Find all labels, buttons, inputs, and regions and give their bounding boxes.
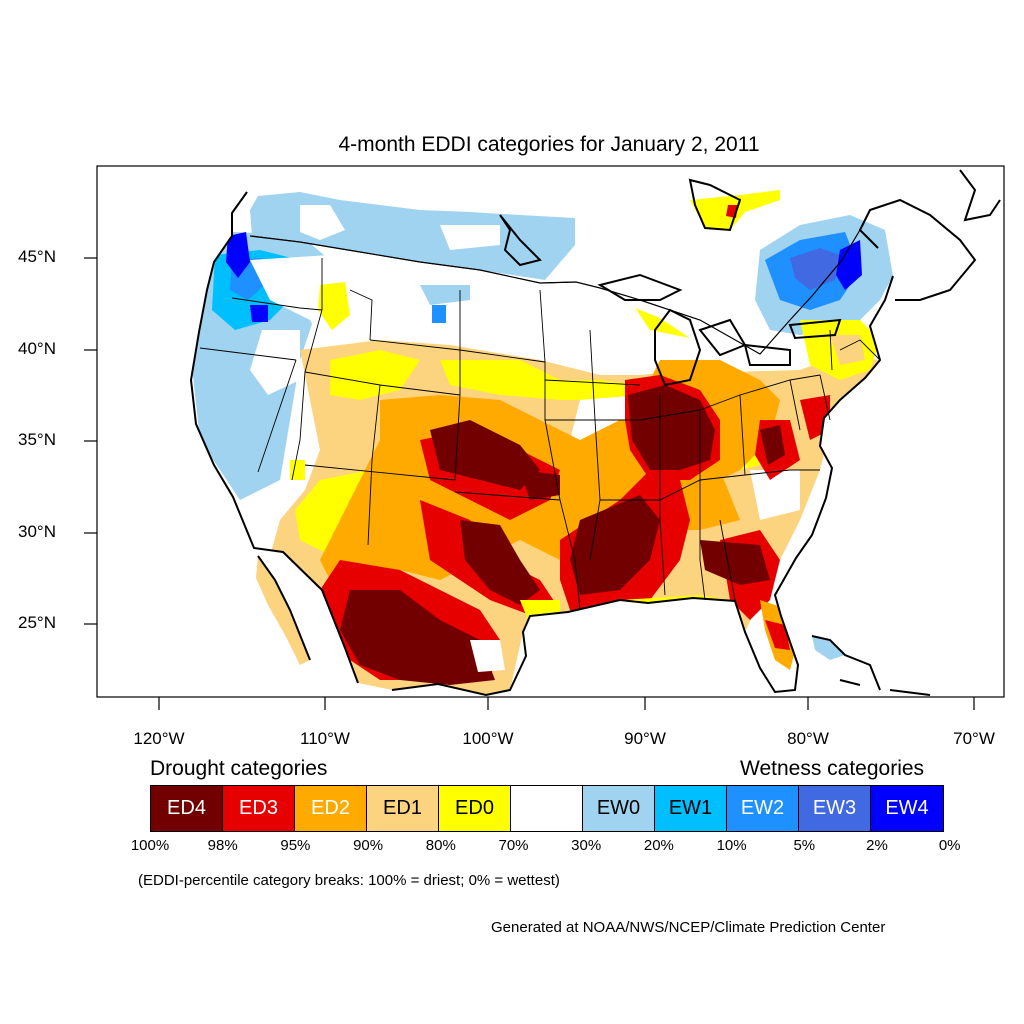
drought-categories-heading: Drought categories [150, 757, 328, 780]
legend-box-ed1: ED1 [367, 786, 439, 831]
baja-region [256, 556, 310, 665]
y-label-35n: 35°N [18, 430, 56, 449]
y-label-25n: 25°N [18, 613, 56, 632]
legend-box-ed4: ED4 [151, 786, 223, 831]
percent-break-label: 0% [938, 837, 961, 854]
percent-break-label: 10% [716, 837, 747, 854]
percent-break-label: 80% [425, 837, 456, 854]
percent-break-label: 70% [498, 837, 529, 854]
y-label-30n: 30°N [18, 522, 56, 541]
legend-box-ew0: EW0 [583, 786, 655, 831]
percent-break-label: 100% [130, 837, 170, 854]
x-label-100w: 100°W [462, 729, 514, 748]
x-label-70w: 70°W [953, 729, 995, 748]
percent-break-label: 5% [793, 837, 816, 854]
map-title: 4-month EDDI categories for January 2, 2… [0, 133, 1024, 157]
canada-us-border [249, 229, 861, 355]
legend-box-ed3: ED3 [223, 786, 295, 831]
category-note: (EDDI-percentile category breaks: 100% =… [138, 872, 560, 889]
legend-box-ed0: ED0 [439, 786, 511, 831]
x-label-110w: 110°W [300, 729, 350, 748]
wetness-categories-heading: Wetness categories [740, 757, 925, 780]
y-label-45n: 45°N [18, 247, 56, 266]
x-label-90w: 90°W [624, 729, 666, 748]
coastlines [189, 169, 1001, 697]
percent-break-label: 90% [353, 837, 384, 854]
wet-canada-region [250, 190, 893, 335]
map-frame [96, 165, 1005, 698]
credit-line: Generated at NOAA/NWS/NCEP/Climate Predi… [491, 919, 886, 936]
map-title-text: 4-month EDDI categories for January 2, 2… [338, 133, 760, 156]
category-legend: ED4 ED3 ED2 ED1 ED0 EW0 EW1 EW2 EW3 EW4 [150, 785, 944, 832]
x-label-80w: 80°W [787, 729, 829, 748]
x-label-120w: 120°W [133, 729, 185, 748]
cuba-wet-region [812, 636, 845, 660]
legend-box-ew1: EW1 [655, 786, 727, 831]
percent-break-label: 98% [207, 837, 238, 854]
percent-break-label: 95% [280, 837, 311, 854]
legend-box-ed2: ED2 [295, 786, 367, 831]
legend-box-neutral [511, 786, 583, 831]
percent-break-label: 20% [643, 837, 674, 854]
legend-box-ew3: EW3 [799, 786, 871, 831]
legend-box-ew4: EW4 [871, 786, 943, 831]
percent-break-label: 2% [866, 837, 888, 854]
y-label-40n: 40°N [18, 339, 56, 358]
axis-ticks [84, 257, 975, 710]
percent-break-label: 30% [571, 837, 602, 854]
legend-box-ew2: EW2 [727, 786, 799, 831]
